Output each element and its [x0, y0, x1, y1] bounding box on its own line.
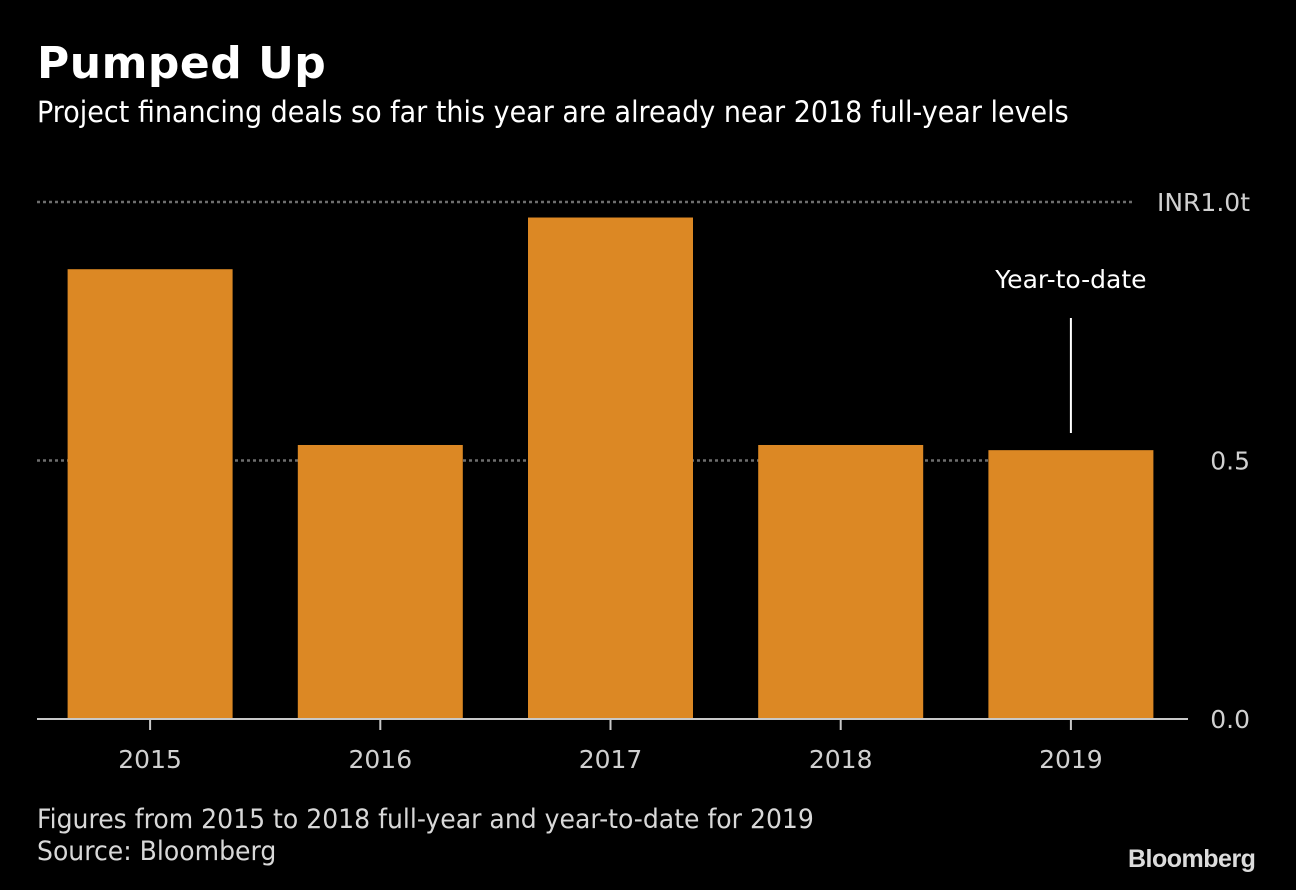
x-tick-label-2016: 2016 — [348, 745, 412, 774]
source-text: Source: Bloomberg — [37, 836, 277, 867]
x-tick-label-2015: 2015 — [118, 745, 182, 774]
x-axis: 2015 2016 2017 2018 2019 — [37, 718, 1188, 774]
chart-title: Pumped Up — [37, 38, 327, 89]
x-tick-label-2017: 2017 — [579, 745, 643, 774]
x-tick-label-2018: 2018 — [809, 745, 873, 774]
bar-2016 — [297, 444, 463, 719]
bars — [67, 217, 1154, 719]
bar-2017 — [528, 217, 693, 719]
y-tick-label-1: 0.5 — [1210, 447, 1250, 476]
chart-subtitle: Project financing deals so far this year… — [37, 95, 1069, 129]
x-tick-label-2019: 2019 — [1039, 745, 1103, 774]
footnote-text: Figures from 2015 to 2018 full-year and … — [37, 804, 814, 835]
chart-footnote: Figures from 2015 to 2018 full-year and … — [37, 804, 814, 868]
annotations: Year-to-date — [994, 265, 1147, 433]
bar-2018 — [758, 444, 924, 719]
bar-2019 — [988, 450, 1154, 719]
y-axis-labels: 0.0 0.5 INR1.0t — [1157, 188, 1250, 734]
y-tick-label-2: INR1.0t — [1157, 188, 1250, 217]
annotation-label-2019: Year-to-date — [994, 265, 1146, 294]
y-tick-label-0: 0.0 — [1210, 705, 1250, 734]
bar-2015 — [67, 269, 233, 719]
bloomberg-logo: Bloomberg — [1128, 845, 1256, 873]
